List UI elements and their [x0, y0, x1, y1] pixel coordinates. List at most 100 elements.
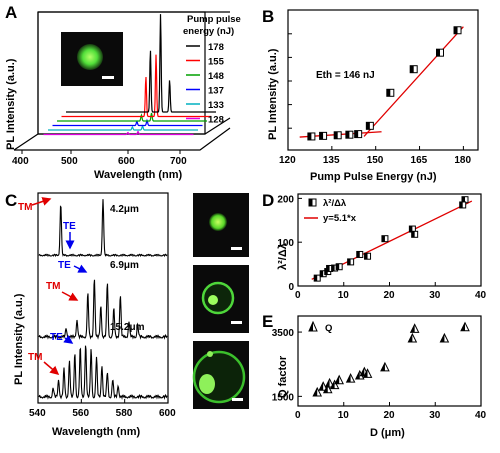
legend-a-label-137: 137: [208, 86, 224, 97]
point-d-half-6: [347, 258, 351, 265]
legend-a-label-133: 133: [208, 100, 224, 111]
micrograph-1-sphere: [209, 213, 227, 231]
point-b-half-0: [307, 132, 312, 140]
panel-e-ticks: 0 10 20 30 40 1500 3500: [272, 328, 487, 421]
panel-a-y-title: PL Intensity (a.u.): [5, 58, 17, 150]
tm-label-3: TM: [28, 352, 42, 363]
tm-label-2: TM: [46, 281, 60, 292]
panel-a-letter: A: [5, 3, 17, 22]
panel-a-x-title: Wavelength (nm): [94, 169, 183, 181]
tm-arrow-1: [31, 197, 52, 206]
tick-label-e-y-3500: 3500: [272, 328, 295, 339]
point-e-half-9: [363, 369, 368, 378]
tick-label-d-40: 40: [475, 290, 487, 301]
point-d-half-5: [336, 263, 340, 270]
panel-b-x-title: Pump Pulse Energy (nJ): [310, 171, 437, 183]
legend-a-label-155: 155: [208, 57, 225, 68]
point-d-half-12: [461, 196, 465, 203]
micrograph-2-spot: [208, 295, 218, 305]
panel-e-x-title: D (μm): [370, 427, 405, 439]
legend-d-label-2: y=5.1*x: [323, 213, 357, 224]
tick-label-d-y-0: 0: [288, 282, 294, 293]
tick-label-c-540: 540: [29, 408, 46, 419]
point-e-half-11: [408, 334, 413, 342]
point-d-half-3: [326, 265, 330, 272]
panel-c-size-label-2: 6.9μm: [110, 260, 139, 271]
panel-e-y-title: Q factor: [277, 355, 289, 398]
legend-d-label-1: λ²/Δλ: [323, 198, 347, 209]
panel-a-scale-bar: [102, 76, 114, 79]
spectrum-a-137: [52, 118, 203, 127]
legend-title-line2: energy (nJ): [183, 26, 234, 37]
point-b-half-9: [454, 26, 458, 34]
point-b-half-6: [386, 89, 391, 97]
panel-c-axes-box: [37, 192, 169, 404]
legend-e-label: Q: [325, 323, 332, 334]
point-e-half-6: [346, 374, 351, 383]
te-label-2: TE: [58, 260, 71, 271]
point-b-half-7: [410, 65, 414, 73]
point-d-half-0: [314, 275, 318, 282]
point-d-half-4: [331, 265, 335, 272]
legend-a-label-178: 178: [208, 42, 224, 53]
panel-b: B 120 135 150 165 180 Eth = 146 nJ Pump Puls…: [262, 7, 479, 183]
tick-label-b-120: 120: [279, 155, 296, 166]
spectrum-c-2: [38, 345, 168, 400]
tick-label-d-y-100: 100: [277, 238, 294, 249]
te-label-3: TE: [50, 332, 63, 343]
panel-c-y-title: PL Intensity (a.u.): [13, 293, 25, 385]
tick-label-e-30: 30: [429, 410, 441, 421]
tick-label-a-500: 500: [61, 156, 78, 167]
point-b-half-5: [366, 122, 370, 130]
panel-c-micrographs: [192, 193, 249, 409]
legend-marker-e-half: [309, 322, 313, 331]
point-b-half-4: [354, 130, 359, 138]
point-e-half-5: [335, 375, 340, 384]
tick-label-a-600: 600: [118, 156, 135, 167]
panel-b-fit-lines: [299, 26, 464, 138]
tick-label-c-580: 580: [116, 408, 133, 419]
tick-label-b-180: 180: [454, 155, 471, 166]
point-e-half-14: [460, 322, 465, 331]
point-e-half-12: [410, 324, 415, 333]
panel-a-microsphere: [77, 44, 103, 70]
legend-a-label-148: 148: [208, 71, 224, 82]
tm-label-1: TM: [18, 202, 32, 213]
panel-b-y-title: PL Intensity (a.u.): [267, 48, 279, 140]
panel-a: A Pump pulse energy (nJ) 128 133 137 148 155…: [5, 3, 241, 181]
point-d-half-9: [381, 235, 385, 242]
point-e-half-4: [330, 380, 335, 389]
tick-label-e-0: 0: [295, 410, 301, 421]
tick-label-a-700: 700: [170, 156, 187, 167]
point-b-half-2: [334, 131, 338, 139]
spectrum-a-178: [66, 14, 216, 113]
tick-label-a-400: 400: [12, 156, 29, 167]
panel-e-letter: E: [262, 312, 273, 331]
spectrum-a-155: [61, 54, 212, 118]
tm-arrow-2: [61, 291, 79, 301]
panel-c-size-label-3: 15.2μm: [110, 322, 145, 333]
tick-label-c-560: 560: [72, 408, 89, 419]
panel-c-letter: C: [5, 191, 17, 210]
legend-a-label-128: 128: [208, 115, 224, 126]
panel-c-annotations: TM TE TE TM TE TM: [18, 197, 88, 375]
panel-b-threshold-label: Eth = 146 nJ: [316, 70, 375, 81]
point-d-half-13: [459, 201, 463, 208]
te-arrow-2: [73, 264, 88, 273]
point-e-half-13: [440, 334, 445, 342]
panel-d-ticks: 0 10 20 30 40 0 100 200: [277, 194, 486, 301]
point-e-half-0: [313, 388, 318, 396]
point-e-half-8: [360, 367, 365, 376]
point-d-half-11: [411, 231, 415, 238]
te-arrow-3: [63, 334, 74, 344]
panel-c-x-title: Wavelength (nm): [52, 426, 141, 438]
tick-label-d-20: 20: [384, 290, 396, 301]
point-d-half-8: [364, 253, 368, 260]
micrograph-3-spot: [199, 374, 215, 394]
tick-label-b-165: 165: [411, 155, 428, 166]
tick-label-e-20: 20: [384, 410, 396, 421]
tick-label-c-600: 600: [159, 408, 176, 419]
point-d-half-10: [409, 226, 413, 233]
point-b-half-3: [345, 131, 350, 139]
